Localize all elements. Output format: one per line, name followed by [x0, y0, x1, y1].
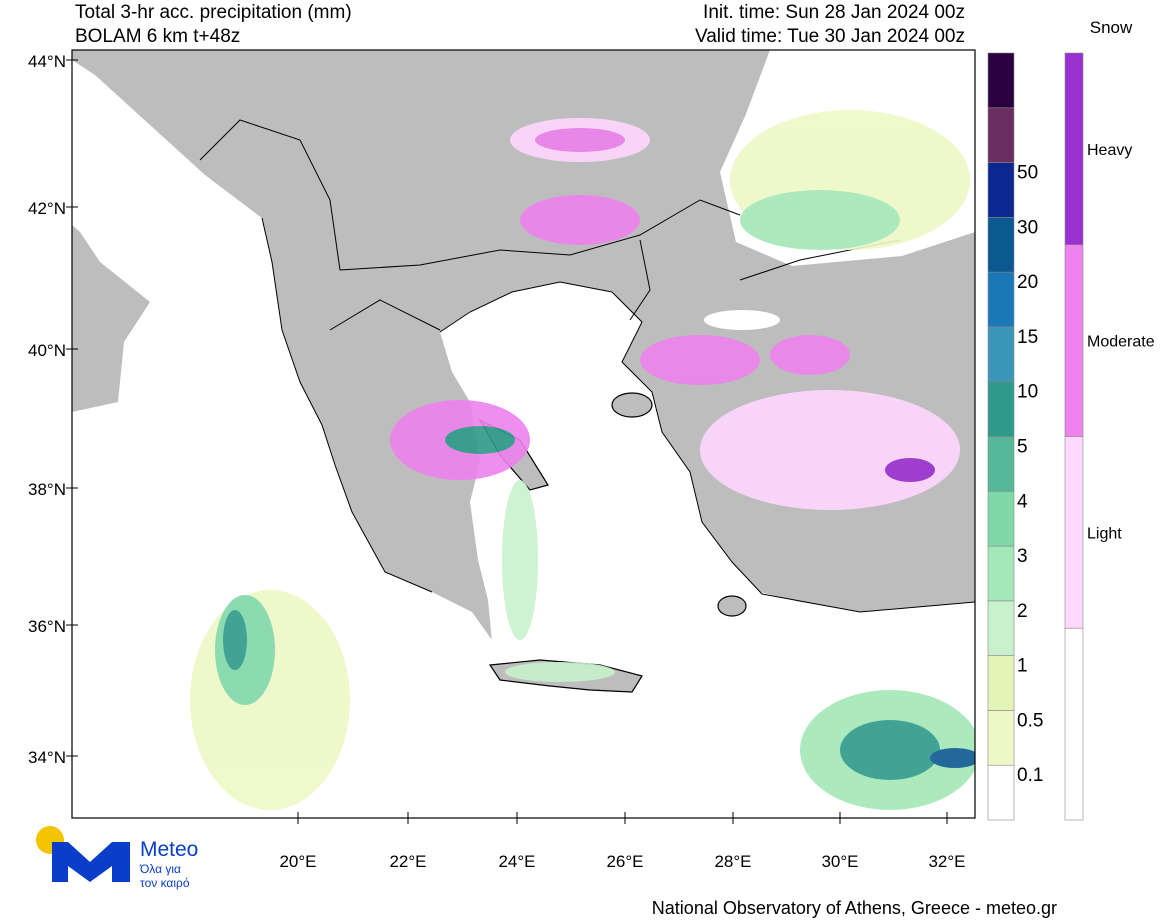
lon-label: 30°E — [821, 852, 858, 871]
lat-label: 42°N — [28, 199, 66, 218]
lat-label: 44°N — [28, 52, 66, 71]
colorbar-label: 5 — [1017, 437, 1028, 458]
colorbar-label: 20 — [1017, 272, 1038, 293]
logo-name: Meteo — [140, 838, 198, 861]
rain-moderate — [740, 190, 900, 250]
colorbar-label: 0.5 — [1017, 710, 1043, 731]
logo: Meteo Όλα για τον καιρό — [36, 826, 198, 890]
valid-time: Valid time: Tue 30 Jan 2024 00z — [695, 26, 965, 47]
snow-label: Light — [1087, 525, 1122, 542]
rain-very-heavy — [930, 748, 975, 768]
snow-moderate — [535, 128, 625, 152]
lon-label: 28°E — [714, 852, 751, 871]
map-frame — [71, 49, 976, 819]
rain-heavy — [223, 610, 247, 670]
colorbar-label: 15 — [1017, 327, 1038, 348]
colorbar-label: 2 — [1017, 601, 1028, 622]
rain-light — [502, 480, 538, 640]
country-borders — [199, 119, 901, 331]
snow-swatch — [1064, 52, 1084, 246]
colorbar-swatch — [987, 490, 1015, 547]
lat-label: 40°N — [28, 341, 66, 360]
precipitation — [190, 110, 975, 810]
colorbar-label: 1 — [1017, 656, 1028, 677]
colorbar-swatch — [987, 710, 1015, 766]
snow-swatch — [1064, 627, 1084, 821]
map — [72, 50, 975, 818]
colorbar-label: 30 — [1017, 217, 1038, 238]
rain-light — [505, 662, 615, 682]
subtitle: BOLAM 6 km t+48z — [75, 26, 240, 47]
logo-mark — [52, 842, 130, 882]
colorbar-label: 0.1 — [1017, 765, 1043, 786]
snow-label: Moderate — [1087, 334, 1155, 351]
logo-tagline: τον καιρό — [140, 876, 190, 890]
colorbar-label: 3 — [1017, 546, 1028, 567]
colorbar-swatch — [987, 545, 1015, 602]
colorbar-swatch — [987, 655, 1015, 711]
init-time: Init. time: Sun 28 Jan 2024 00z — [703, 2, 965, 23]
snow-title: Snow — [1090, 18, 1133, 37]
colorbar-label: 10 — [1017, 382, 1038, 403]
snow-light — [700, 390, 960, 510]
colorbar-swatch — [987, 271, 1015, 328]
colorbar-swatch — [987, 107, 1015, 163]
rain-heavy — [445, 426, 515, 454]
lat-label: 34°N — [28, 748, 66, 767]
snow-moderate — [640, 335, 760, 385]
colorbar-swatch — [987, 52, 1015, 109]
colorbar-swatch — [987, 217, 1015, 273]
lon-label: 24°E — [498, 852, 535, 871]
colorbar-label: 50 — [1017, 163, 1038, 184]
footer: National Observatory of Athens, Greece -… — [652, 898, 1057, 918]
legends: 0.1 0.5 1 2 3 4 5 10 15 20 30 50 Snow Heavy Moderate Li… — [987, 18, 1155, 821]
colorbar-swatch — [987, 764, 1015, 821]
colorbar-swatch — [987, 600, 1015, 656]
lon-label: 26°E — [606, 852, 643, 871]
coast-greece — [261, 217, 975, 613]
snow-heavy — [885, 458, 935, 482]
island-rhodes — [717, 595, 747, 617]
colorbar-swatch — [987, 381, 1015, 437]
sea-marmara — [704, 310, 780, 330]
lat-label: 38°N — [28, 480, 66, 499]
lon-label: 32°E — [928, 852, 965, 871]
snow-swatch — [1064, 244, 1084, 437]
colorbar-swatch — [987, 436, 1015, 492]
lon-label: 20°E — [279, 852, 316, 871]
colorbar-label: 4 — [1017, 491, 1028, 512]
title: Total 3-hr acc. precipitation (mm) — [75, 2, 352, 23]
snow-moderate — [770, 335, 850, 375]
lon-label: 22°E — [389, 852, 426, 871]
colorbar-swatch — [987, 326, 1015, 383]
island-lesbos — [611, 392, 653, 418]
lat-label: 36°N — [28, 617, 66, 636]
rain-heavy — [840, 720, 940, 780]
snow-moderate — [520, 195, 640, 245]
colorbar-swatch — [987, 162, 1015, 218]
snow-label: Heavy — [1087, 142, 1132, 159]
snow-swatch — [1064, 436, 1084, 629]
logo-tagline: Όλα για — [139, 862, 181, 876]
